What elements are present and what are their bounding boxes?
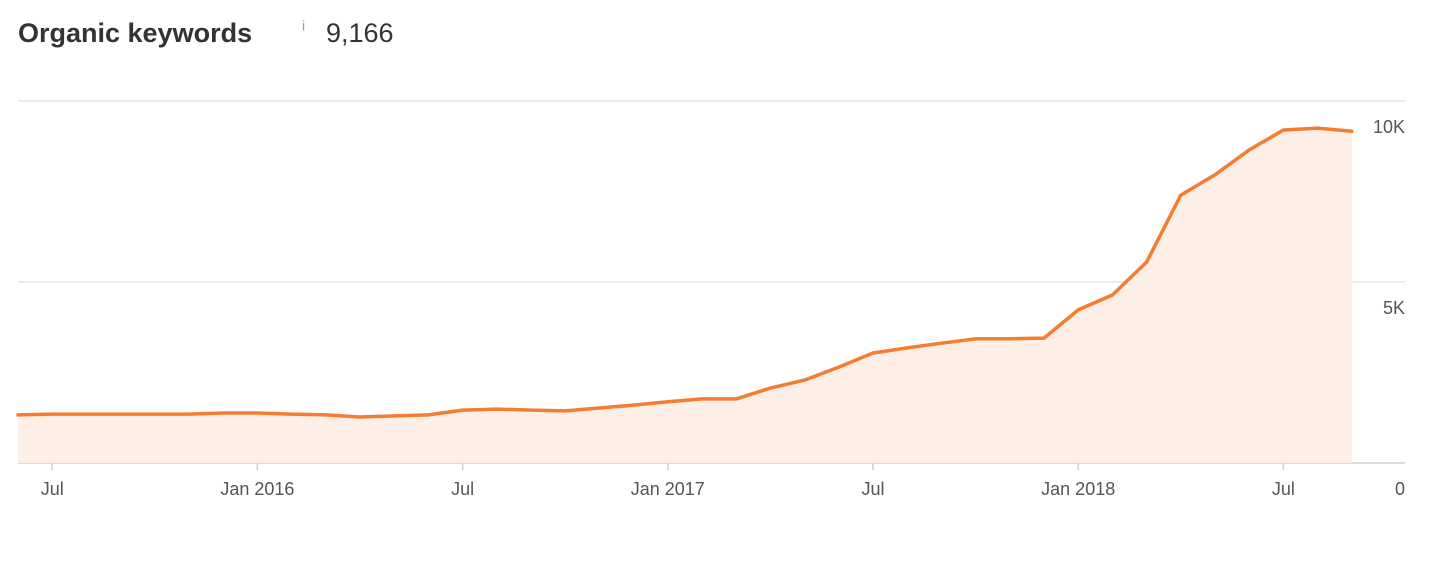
- area-fill: [18, 128, 1352, 463]
- x-tick-label: Jan 2018: [1041, 479, 1115, 499]
- y-tick-label: 0: [1395, 479, 1405, 499]
- y-tick-label: 5K: [1383, 298, 1405, 318]
- x-tick-label: Jul: [41, 479, 64, 499]
- y-tick-label: 10K: [1373, 117, 1405, 137]
- x-tick-label: Jan 2017: [631, 479, 705, 499]
- x-tick-label: Jul: [1272, 479, 1295, 499]
- x-tick-label: Jul: [451, 479, 474, 499]
- info-icon[interactable]: i: [302, 18, 305, 34]
- chart-title: Organic keywords: [18, 18, 252, 48]
- x-tick-label: Jul: [861, 479, 884, 499]
- x-tick-label: Jan 2016: [220, 479, 294, 499]
- line: [16, 126, 1354, 419]
- total-value: 9,166: [326, 18, 394, 48]
